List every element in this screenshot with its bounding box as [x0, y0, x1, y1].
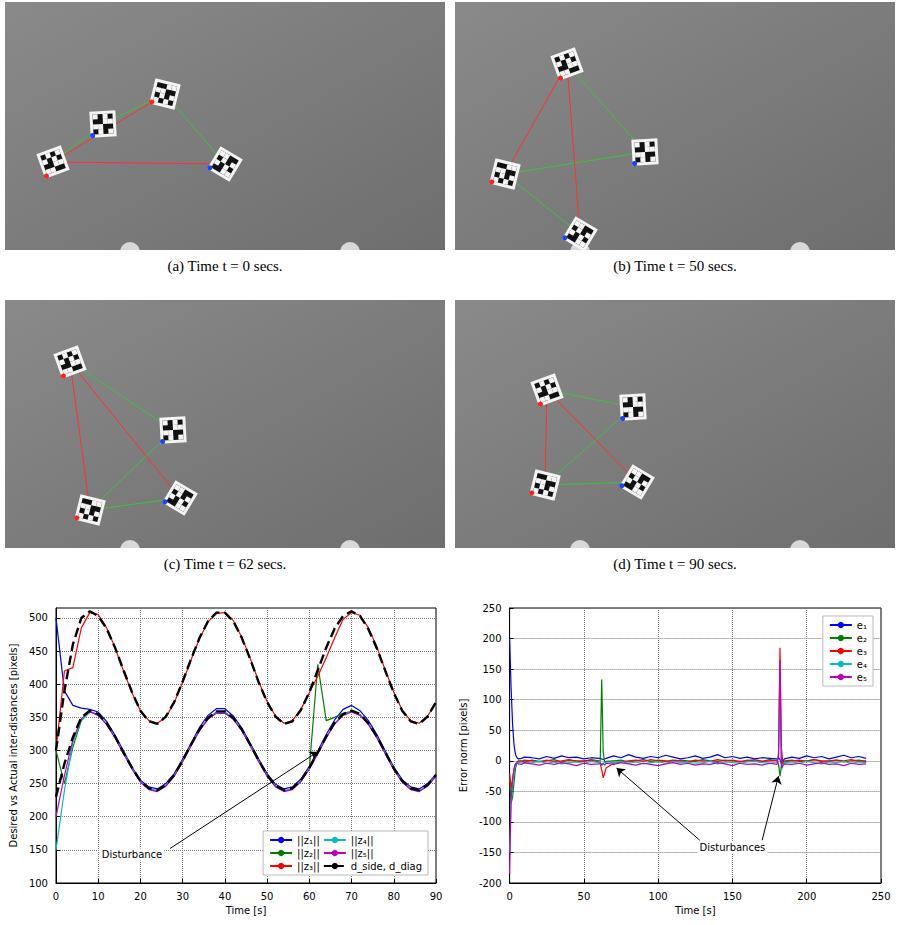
svg-text:30: 30	[176, 891, 189, 902]
svg-text:0: 0	[53, 891, 59, 902]
svg-text:50: 50	[489, 725, 502, 736]
svg-text:60: 60	[303, 891, 316, 902]
svg-text:Desired vs Actual inter-distan: Desired vs Actual inter-distances [pixel…	[8, 643, 19, 847]
svg-text:100: 100	[649, 891, 668, 902]
svg-text:-150: -150	[479, 847, 502, 858]
svg-text:||z₄||: ||z₄||	[351, 835, 374, 847]
svg-text:||z₂||: ||z₂||	[297, 848, 320, 860]
html-text:(a) Time t = 0 secs.: (a) Time t = 0 secs.	[167, 258, 283, 274]
svg-text:300: 300	[29, 745, 48, 756]
svg-text:e₃: e₃	[857, 646, 867, 657]
svg-text:200: 200	[797, 891, 816, 902]
svg-text:e₂: e₂	[857, 633, 867, 644]
svg-text:250: 250	[29, 778, 48, 789]
svg-text:500: 500	[29, 612, 48, 623]
svg-text:-50: -50	[485, 786, 501, 797]
svg-text:150: 150	[483, 664, 502, 675]
svg-text:50: 50	[578, 891, 591, 902]
svg-text:50: 50	[261, 891, 274, 902]
svg-text:Time [s]: Time [s]	[225, 905, 267, 916]
svg-text:e₁: e₁	[857, 620, 867, 631]
svg-text:Disturbance: Disturbance	[102, 849, 163, 860]
svg-text:150: 150	[723, 891, 742, 902]
svg-text:e₄: e₄	[857, 659, 867, 670]
svg-text:0: 0	[506, 891, 512, 902]
svg-text:100: 100	[483, 694, 502, 705]
html-text:(d) Time t = 90 secs.: (d) Time t = 90 secs.	[613, 556, 737, 572]
svg-text:||z₅||: ||z₅||	[351, 848, 374, 860]
html-text:(c) Time t = 62 secs.: (c) Time t = 62 secs.	[163, 556, 287, 572]
svg-text:0: 0	[495, 755, 501, 766]
svg-text:150: 150	[29, 844, 48, 855]
svg-text:250: 250	[871, 891, 890, 902]
svg-text:Error norm [pixels]: Error norm [pixels]	[458, 699, 469, 793]
svg-text:350: 350	[29, 712, 48, 723]
svg-text:200: 200	[29, 811, 48, 822]
svg-text:||z₁||: ||z₁||	[297, 835, 320, 847]
svg-text:100: 100	[29, 878, 48, 889]
svg-text:90: 90	[430, 891, 443, 902]
svg-text:40: 40	[219, 891, 232, 902]
svg-text:e₅: e₅	[857, 672, 867, 683]
html-text:(b) Time t = 50 secs.: (b) Time t = 50 secs.	[613, 258, 737, 274]
svg-text:450: 450	[29, 646, 48, 657]
svg-text:20: 20	[134, 891, 147, 902]
svg-text:Time [s]: Time [s]	[674, 905, 716, 916]
svg-text:d_side, d_diag: d_side, d_diag	[351, 861, 422, 873]
svg-text:||z₃||: ||z₃||	[297, 861, 320, 873]
svg-text:10: 10	[92, 891, 105, 902]
svg-text:200: 200	[483, 633, 502, 644]
svg-text:80: 80	[387, 891, 400, 902]
svg-text:-200: -200	[479, 878, 502, 889]
svg-text:70: 70	[345, 891, 358, 902]
svg-text:250: 250	[483, 603, 502, 614]
svg-text:400: 400	[29, 679, 48, 690]
svg-text:Disturbances: Disturbances	[700, 842, 766, 853]
svg-text:-100: -100	[479, 816, 502, 827]
